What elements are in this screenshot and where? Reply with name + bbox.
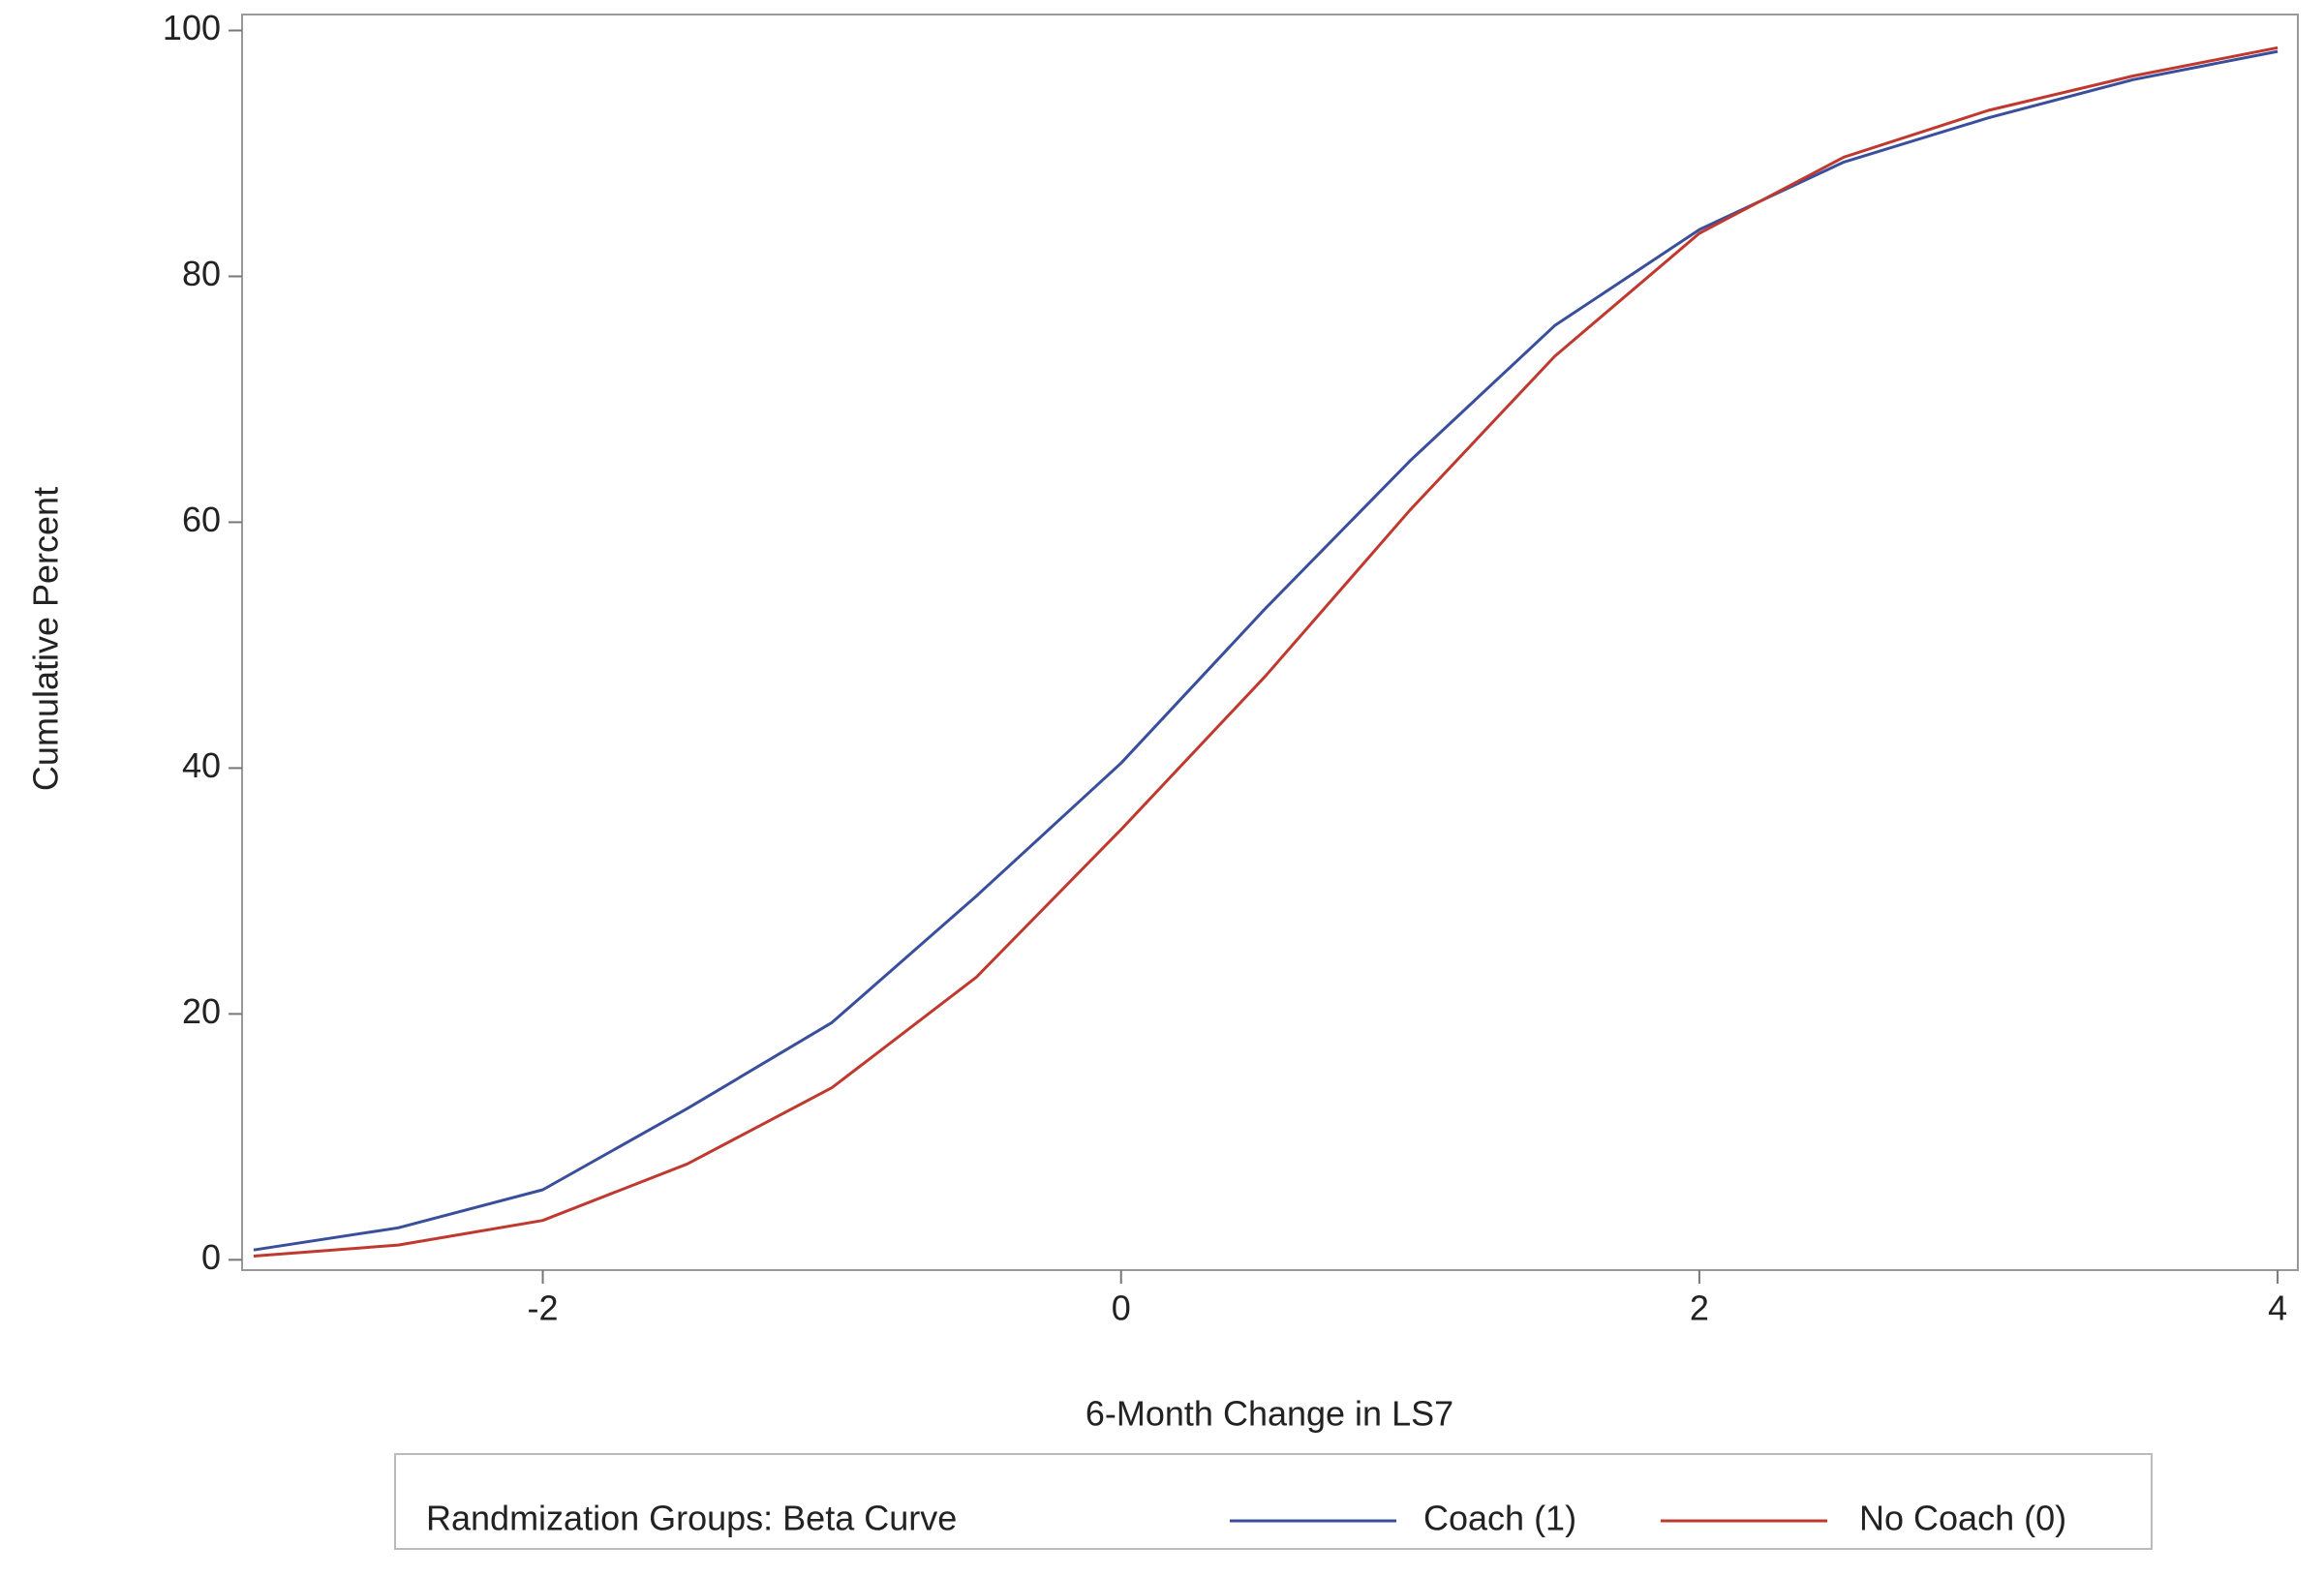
- plot-frame: [241, 14, 2299, 1271]
- x-axis-label: 6-Month Change in LS7: [1086, 1394, 1453, 1434]
- legend-label: No Coach (0): [1859, 1499, 2066, 1538]
- legend-title: Randmization Groups: Beta Curve: [426, 1499, 957, 1538]
- y-tick-label: 40: [182, 745, 221, 785]
- x-tick-label: -2: [528, 1289, 559, 1328]
- series-line: [253, 45, 2278, 1258]
- y-tick-label: 0: [201, 1237, 221, 1277]
- y-tick-label: 80: [182, 254, 221, 293]
- x-tick-label: 2: [1690, 1289, 1709, 1328]
- y-tick-label: 100: [163, 8, 221, 47]
- series-line: [253, 49, 2278, 1252]
- y-tick-label: 60: [182, 500, 221, 539]
- y-tick-label: 20: [182, 991, 221, 1031]
- x-tick-label: 0: [1112, 1289, 1131, 1328]
- x-tick-label: 4: [2268, 1289, 2287, 1328]
- y-axis-label: Cumulative Percent: [26, 487, 66, 791]
- legend-box: [394, 1453, 2153, 1550]
- legend-label: Coach (1): [1423, 1499, 1576, 1538]
